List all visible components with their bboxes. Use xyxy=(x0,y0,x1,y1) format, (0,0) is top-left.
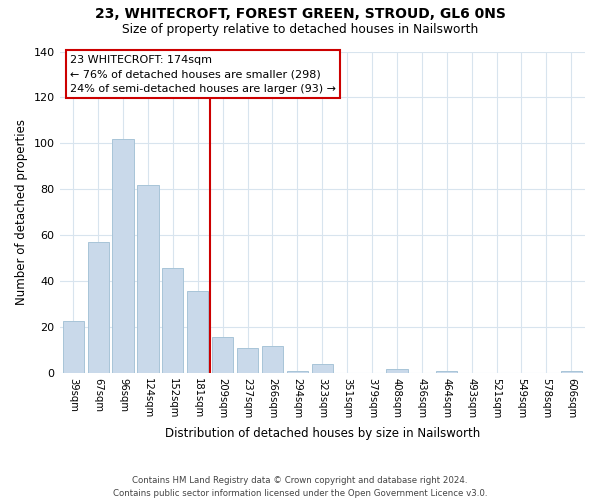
Bar xyxy=(287,371,308,374)
Bar xyxy=(262,346,283,374)
Bar xyxy=(311,364,333,374)
Bar xyxy=(561,371,582,374)
Bar xyxy=(88,242,109,374)
Bar xyxy=(237,348,258,374)
Bar xyxy=(162,268,184,374)
Bar xyxy=(212,336,233,374)
Text: Contains HM Land Registry data © Crown copyright and database right 2024.
Contai: Contains HM Land Registry data © Crown c… xyxy=(113,476,487,498)
Bar xyxy=(187,290,208,374)
X-axis label: Distribution of detached houses by size in Nailsworth: Distribution of detached houses by size … xyxy=(164,427,480,440)
Bar xyxy=(112,139,134,374)
Bar xyxy=(386,369,407,374)
Text: 23, WHITECROFT, FOREST GREEN, STROUD, GL6 0NS: 23, WHITECROFT, FOREST GREEN, STROUD, GL… xyxy=(95,8,505,22)
Bar xyxy=(137,185,158,374)
Bar xyxy=(436,371,457,374)
Y-axis label: Number of detached properties: Number of detached properties xyxy=(15,120,28,306)
Text: 23 WHITECROFT: 174sqm
← 76% of detached houses are smaller (298)
24% of semi-det: 23 WHITECROFT: 174sqm ← 76% of detached … xyxy=(70,54,336,94)
Text: Size of property relative to detached houses in Nailsworth: Size of property relative to detached ho… xyxy=(122,22,478,36)
Bar xyxy=(62,320,84,374)
